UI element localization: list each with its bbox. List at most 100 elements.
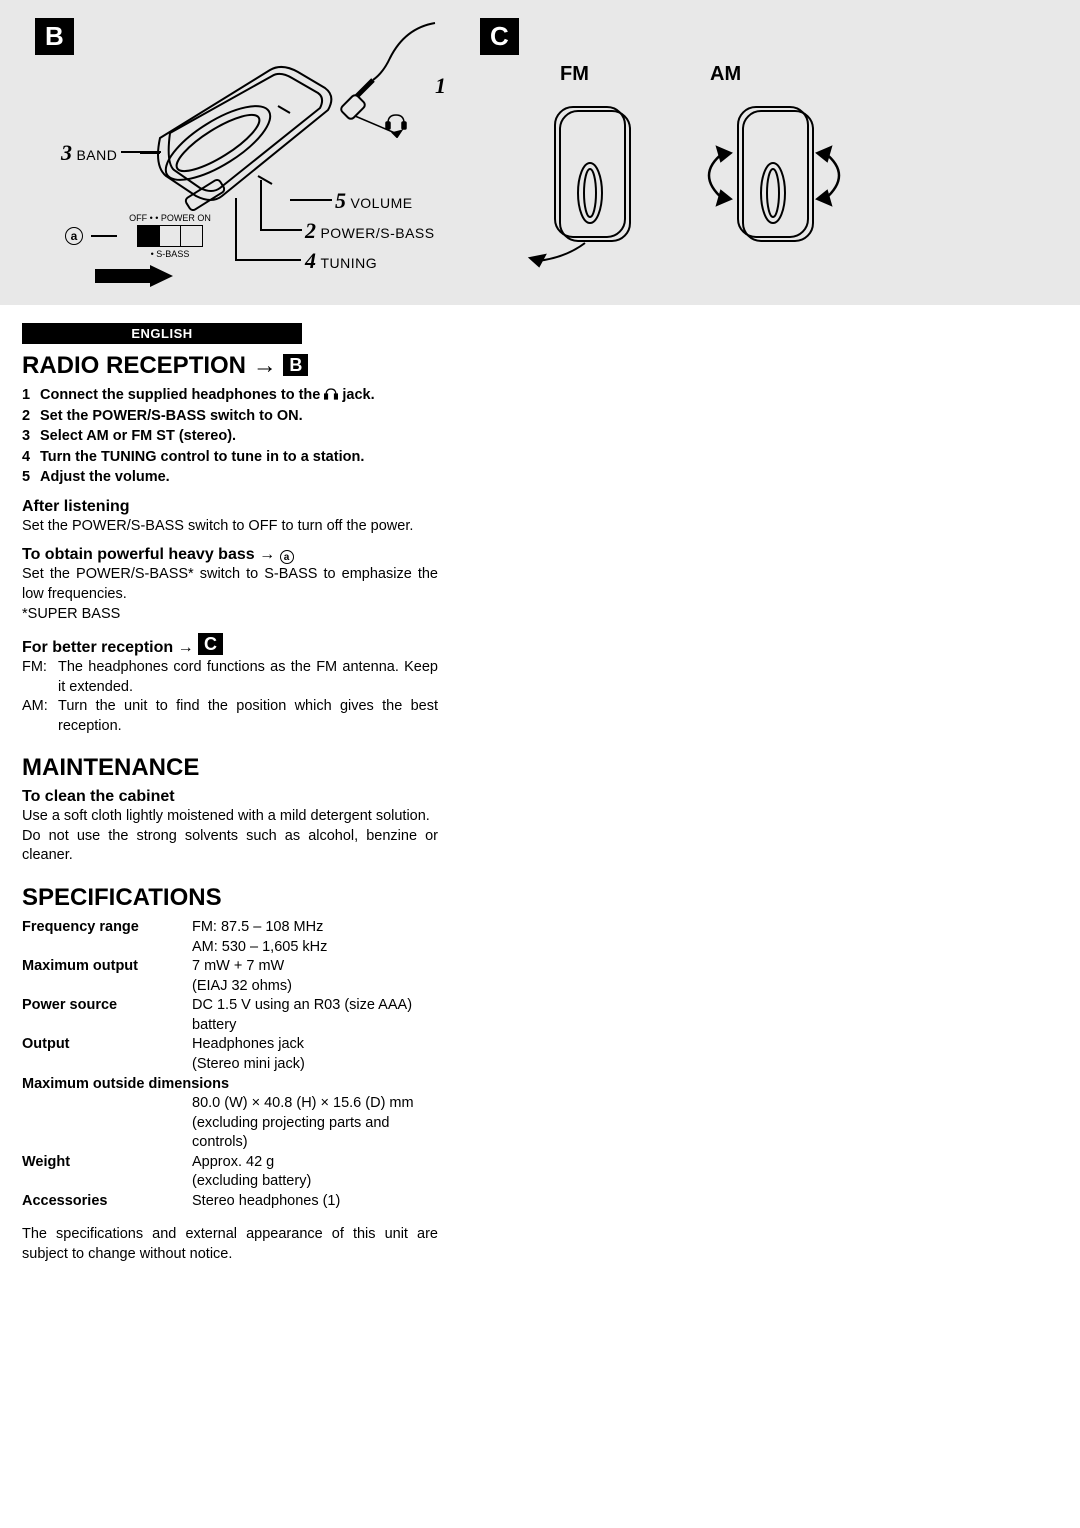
- spec-maxout: Maximum output 7 mW + 7 mW (EIAJ 32 ohms…: [22, 957, 438, 996]
- switch-bottom-label: • S-BASS: [125, 249, 215, 259]
- callout-1-num: 1: [435, 73, 446, 98]
- callout-5-num: 5: [335, 188, 346, 213]
- spec-dims-spacer: [22, 1094, 192, 1153]
- callout-5: 5 VOLUME: [335, 188, 413, 214]
- after-listening-text: Set the POWER/S-BASS switch to OFF to tu…: [22, 517, 438, 537]
- section-specs-title: SPECIFICATIONS: [22, 884, 438, 912]
- reception-fm: FM: The headphones cord functions as the…: [22, 658, 438, 697]
- spec-acc-label: Accessories: [22, 1192, 192, 1212]
- switch-a-marker: a: [65, 227, 83, 245]
- spec-weight-label: Weight: [22, 1153, 192, 1192]
- callout-4: 4 TUNING: [305, 248, 377, 274]
- step-5-num: 5: [22, 468, 40, 488]
- heavy-bass-heading: To obtain powerful heavy bass → a: [22, 546, 438, 564]
- specs-footnote: The specifications and external appearan…: [22, 1225, 438, 1264]
- spec-power-val: DC 1.5 V using an R03 (size AAA) battery: [192, 996, 438, 1035]
- step-4-text: Turn the TUNING control to tune in to a …: [40, 448, 438, 468]
- content-column: ENGLISH RADIO RECEPTION → B 1 Connect th…: [0, 305, 460, 1283]
- reception-am-text: Turn the unit to find the position which…: [58, 697, 438, 736]
- step-1: 1 Connect the supplied headphones to the…: [22, 386, 438, 406]
- headphone-jack-icon: [324, 387, 338, 401]
- spec-freq: Frequency range FM: 87.5 – 108 MHz AM: 5…: [22, 918, 438, 957]
- callout-3: 3 BAND: [61, 140, 117, 166]
- better-reception-heading-text: For better reception: [22, 639, 173, 656]
- am-device-illustration: [675, 103, 865, 268]
- spec-output: Output Headphones jack (Stereo mini jack…: [22, 1035, 438, 1074]
- am-label: AM: [710, 63, 741, 86]
- step-5-text: Adjust the volume.: [40, 468, 438, 488]
- callout-5-line: [290, 199, 332, 201]
- step-1-text: Connect the supplied headphones to the j…: [40, 386, 438, 406]
- section-radio-title-text: RADIO RECEPTION: [22, 352, 246, 379]
- spec-weight-val: Approx. 42 g (excluding battery): [192, 1153, 438, 1192]
- spec-freq-val: FM: 87.5 – 108 MHz AM: 530 – 1,605 kHz: [192, 918, 438, 957]
- a-marker-inline: a: [280, 550, 294, 564]
- panel-b-badge: B: [35, 18, 74, 55]
- better-reception-heading: For better reception → C: [22, 634, 438, 657]
- heavy-bass-text2: *SUPER BASS: [22, 605, 438, 625]
- callout-2-line: [260, 229, 302, 231]
- callout-3-label: BAND: [76, 147, 117, 163]
- spec-maxout-val: 7 mW + 7 mW (EIAJ 32 ohms): [192, 957, 438, 996]
- spec-dims-val: 80.0 (W) × 40.8 (H) × 15.6 (D) mm (exclu…: [192, 1094, 438, 1153]
- reception-am: AM: Turn the unit to find the position w…: [22, 697, 438, 736]
- panel-c-badge: C: [480, 18, 519, 55]
- switch-arrow-icon: [95, 265, 175, 287]
- language-tag: ENGLISH: [22, 323, 302, 344]
- callout-1: 1: [435, 73, 446, 99]
- step-4-num: 4: [22, 448, 40, 468]
- spec-power: Power source DC 1.5 V using an R03 (size…: [22, 996, 438, 1035]
- section-maintenance-title: MAINTENANCE: [22, 754, 438, 782]
- heavy-bass-heading-text: To obtain powerful heavy bass: [22, 546, 255, 563]
- switch-a-line: [91, 235, 117, 237]
- switch-detail: a OFF • • POWER ON • S-BASS: [65, 213, 215, 292]
- reception-am-tag: AM:: [22, 697, 58, 736]
- spec-dims-label: Maximum outside dimensions: [22, 1075, 438, 1095]
- callout-4-line-v: [235, 198, 237, 260]
- spec-power-label: Power source: [22, 996, 192, 1035]
- switch-illustration: [137, 225, 203, 247]
- callout-2-line-v: [260, 180, 262, 230]
- clean-cabinet-text2: Do not use the strong solvents such as a…: [22, 827, 438, 866]
- panel-b-ref-icon: B: [283, 354, 308, 376]
- callout-2-num: 2: [305, 218, 316, 243]
- reception-fm-text: The headphones cord functions as the FM …: [58, 658, 438, 697]
- step-4: 4 Turn the TUNING control to tune in to …: [22, 448, 438, 468]
- step-2-text: Set the POWER/S-BASS switch to ON.: [40, 407, 438, 427]
- step-5: 5 Adjust the volume.: [22, 468, 438, 488]
- callout-5-label: VOLUME: [350, 195, 412, 211]
- spec-output-val: Headphones jack (Stereo mini jack): [192, 1035, 438, 1074]
- diagram-panel-b: B: [35, 18, 495, 298]
- spec-dims: 80.0 (W) × 40.8 (H) × 15.6 (D) mm (exclu…: [22, 1094, 438, 1153]
- spec-maxout-label: Maximum output: [22, 957, 192, 996]
- clean-cabinet-heading: To clean the cabinet: [22, 788, 438, 806]
- diagram-area: B: [0, 0, 1080, 305]
- callout-4-line: [235, 259, 301, 261]
- diagram-panel-c: C FM AM: [480, 18, 1070, 298]
- fm-label: FM: [560, 63, 589, 86]
- callout-2-label: POWER/S-BASS: [320, 225, 434, 241]
- callout-4-num: 4: [305, 248, 316, 273]
- step-2-num: 2: [22, 407, 40, 427]
- clean-cabinet-text1: Use a soft cloth lightly moistened with …: [22, 807, 438, 827]
- specs-table: Frequency range FM: 87.5 – 108 MHz AM: 5…: [22, 918, 438, 1211]
- step-3: 3 Select AM or FM ST (stereo).: [22, 427, 438, 447]
- spec-freq-label: Frequency range: [22, 918, 192, 957]
- callout-2: 2 POWER/S-BASS: [305, 218, 435, 244]
- spec-weight: Weight Approx. 42 g (excluding battery): [22, 1153, 438, 1192]
- heavy-bass-text1: Set the POWER/S-BASS* switch to S-BASS t…: [22, 565, 438, 604]
- fm-device-illustration: [525, 103, 660, 268]
- step-3-num: 3: [22, 427, 40, 447]
- after-listening-heading: After listening: [22, 498, 438, 516]
- step-1-num: 1: [22, 386, 40, 406]
- section-radio-title: RADIO RECEPTION → B: [22, 352, 438, 380]
- radio-device-illustration: [130, 48, 340, 218]
- reception-fm-tag: FM:: [22, 658, 58, 697]
- callout-4-label: TUNING: [320, 255, 377, 271]
- panel-c-ref-icon: C: [198, 633, 223, 655]
- radio-steps: 1 Connect the supplied headphones to the…: [22, 386, 438, 488]
- callout-3-line: [121, 151, 161, 153]
- step-2: 2 Set the POWER/S-BASS switch to ON.: [22, 407, 438, 427]
- callout-3-num: 3: [61, 140, 72, 165]
- spec-output-label: Output: [22, 1035, 192, 1074]
